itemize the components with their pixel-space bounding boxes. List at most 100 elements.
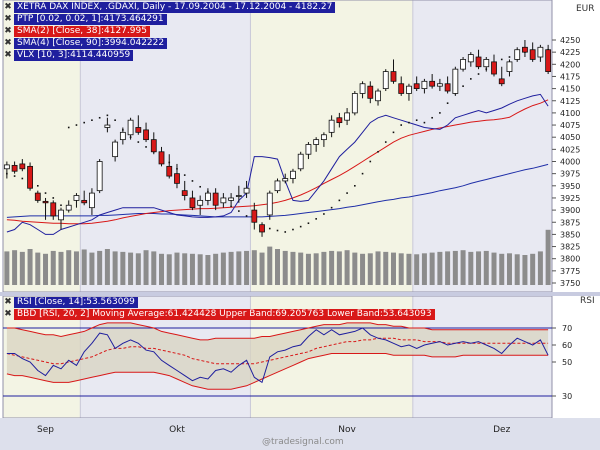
volume-bar — [19, 251, 25, 285]
volume-bar — [228, 251, 234, 285]
sma-blue-line — [6, 163, 549, 218]
candle-body — [382, 71, 389, 89]
volume-bar — [491, 252, 497, 285]
volume-bar — [189, 253, 195, 285]
volume-bar — [476, 251, 482, 285]
bollinger-upper-line — [6, 322, 549, 341]
candle — [42, 197, 49, 220]
candle — [390, 59, 397, 84]
ptp-dot — [52, 197, 55, 199]
candle-body — [27, 165, 33, 189]
close-x-icon[interactable]: ✖ — [4, 309, 12, 319]
volume-bar — [344, 250, 350, 285]
candle — [11, 161, 18, 174]
x-axis-strip — [0, 418, 600, 450]
candle — [522, 40, 528, 58]
volume-bar — [58, 251, 64, 285]
legend-row: ✖ XETRA DAX INDEX, .GDAXI, Daily - 17.09.… — [2, 1, 336, 13]
candle-body — [290, 170, 296, 179]
candle — [290, 168, 296, 184]
legend-row: ✖ SMA(4) [Close, 90]:3994.042222 — [2, 37, 168, 49]
candle — [220, 193, 227, 208]
ptp-dot — [462, 85, 464, 87]
candle-body — [251, 209, 258, 223]
month-label: Okt — [169, 425, 185, 435]
candle — [212, 188, 219, 211]
ptp-dot — [292, 228, 294, 231]
volume-bar — [336, 251, 342, 285]
ptp-dot — [477, 73, 480, 75]
candle — [421, 78, 428, 94]
volume-bar — [27, 249, 33, 285]
ptp-dot — [91, 119, 93, 121]
close-x-icon[interactable]: ✖ — [4, 38, 12, 48]
price-tick-label: 3975 — [560, 170, 580, 179]
close-x-icon[interactable]: ✖ — [4, 14, 12, 24]
close-x-icon[interactable]: ✖ — [4, 50, 12, 60]
rsi-line — [6, 327, 549, 384]
ptp-dot — [75, 124, 78, 126]
legend-row: ✖ BBD [RSI, 20, 2] Moving Average:61.4244… — [2, 308, 435, 320]
candle-body — [390, 71, 397, 82]
legend-row: ✖ SMA(2) [Close, 38]:4127.995 — [2, 25, 150, 37]
candle — [34, 190, 41, 203]
volume-bar — [313, 253, 319, 285]
ptp-dot — [423, 121, 426, 124]
candle-body — [65, 204, 72, 211]
volume-bar — [66, 250, 72, 285]
price-tick-label: 4175 — [560, 72, 580, 81]
candle-body — [375, 90, 381, 102]
candle — [50, 200, 57, 220]
candle-body — [143, 129, 149, 141]
volume-bar — [352, 252, 358, 285]
volume-bar — [305, 253, 311, 285]
candle-body — [537, 46, 544, 58]
candle — [429, 74, 436, 89]
ptp-dot — [338, 199, 341, 202]
ptp-dot — [323, 213, 325, 215]
volume-bar — [367, 253, 373, 285]
candle — [274, 178, 281, 194]
main-bg-band — [80, 0, 251, 292]
month-label: Nov — [338, 425, 356, 435]
ptp-dot — [470, 78, 472, 80]
price-tick-label: 4075 — [560, 121, 580, 130]
ptp-dot — [369, 160, 372, 163]
candle-body — [367, 85, 374, 99]
candle — [467, 52, 474, 67]
candle — [96, 159, 103, 194]
candle-body — [166, 165, 173, 177]
volume-bar — [282, 250, 288, 285]
candle-body — [81, 199, 88, 204]
close-x-icon[interactable]: ✖ — [4, 26, 12, 36]
legend-entry: BBD [RSI, 20, 2] Moving Average:61.42442… — [14, 308, 435, 320]
main-bg-band — [3, 0, 81, 292]
volume-bar — [429, 252, 435, 285]
candle-body — [96, 161, 103, 192]
close-x-icon[interactable]: ✖ — [4, 2, 12, 12]
candle-body — [181, 190, 188, 196]
candle — [73, 193, 80, 208]
volume-bar — [81, 249, 87, 285]
ptp-dot — [284, 231, 287, 233]
volume-bar — [220, 252, 226, 285]
main-bg-band — [412, 0, 552, 292]
candle — [19, 159, 26, 172]
candle-body — [220, 197, 227, 204]
ptp-dot — [315, 218, 317, 220]
candle — [205, 188, 211, 206]
candle-body — [444, 83, 451, 92]
volume-bar — [104, 249, 110, 285]
candle — [135, 115, 142, 135]
candle — [367, 81, 374, 104]
candle-body — [483, 59, 490, 68]
volume-bar — [545, 229, 551, 285]
rsi-tick-label: 70 — [562, 324, 572, 333]
close-x-icon[interactable]: ✖ — [4, 297, 12, 307]
sma-red-line — [6, 99, 549, 225]
volume-bar — [421, 253, 427, 285]
price-tick-label: 3750 — [560, 279, 580, 288]
candle-body — [545, 49, 552, 72]
candle — [305, 142, 312, 160]
ptp-dot — [439, 112, 441, 114]
